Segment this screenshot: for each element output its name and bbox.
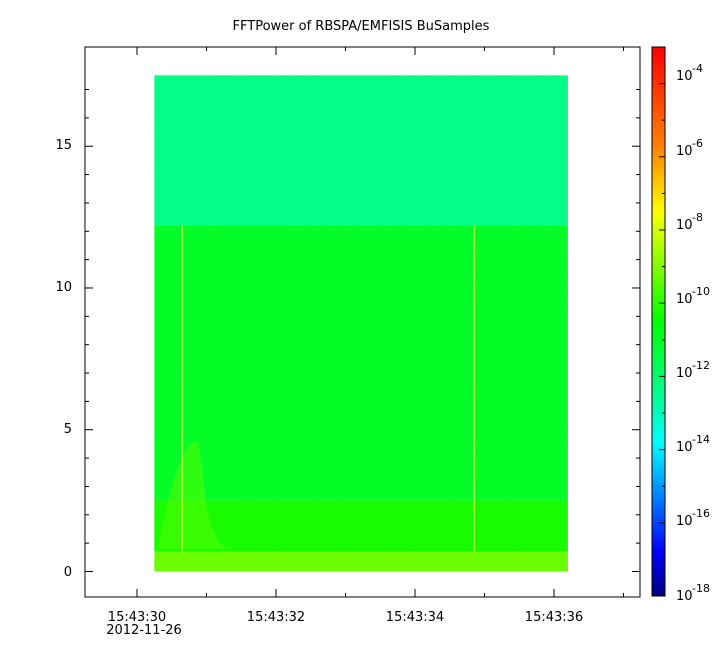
colorbar-tick-label: 10 -6 [676, 137, 703, 159]
svg-text:-18: -18 [692, 582, 710, 595]
svg-text:10: 10 [676, 366, 693, 381]
svg-text:-10: -10 [692, 285, 710, 298]
colorbar-tick-label: 10 -16 [676, 507, 710, 529]
x-tick-label: 15:43:30 [108, 610, 166, 625]
spectrogram-texture [154, 73, 568, 571]
x-tick-label: 15:43:34 [386, 610, 444, 625]
svg-text:10: 10 [676, 144, 693, 159]
colorbar-tick-label: 10 -8 [676, 211, 703, 233]
colorbar [651, 46, 666, 597]
y-tick-label: 0 [64, 565, 72, 580]
svg-text:10: 10 [676, 69, 693, 84]
x-axis [136, 47, 624, 597]
y-tick-label: 15 [55, 138, 72, 153]
x-tick-label: 15:43:32 [247, 610, 305, 625]
chart-title: FFTPower of RBSPA/EMFISIS BuSamples [233, 19, 490, 34]
svg-text:-6: -6 [692, 137, 703, 150]
svg-text:10: 10 [676, 514, 693, 529]
colorbar-axis [659, 46, 665, 597]
y-tick-label: 5 [64, 422, 72, 437]
colorbar-tick-label: 10 -4 [676, 62, 703, 84]
svg-text:-14: -14 [692, 433, 710, 446]
svg-text:-4: -4 [692, 62, 703, 75]
svg-text:10: 10 [676, 292, 693, 307]
y-axis [85, 89, 640, 572]
svg-text:10: 10 [676, 440, 693, 455]
colorbar-tick-label: 10 -14 [676, 433, 710, 455]
svg-text:-8: -8 [692, 211, 703, 224]
svg-text:10: 10 [676, 589, 693, 604]
colorbar-tick-label: 10 -18 [676, 582, 710, 604]
y-tick-label: 10 [55, 280, 72, 295]
x-tick-label: 15:43:36 [525, 610, 583, 625]
colorbar-tick-label: 10 -12 [676, 359, 710, 381]
svg-text:10: 10 [676, 218, 693, 233]
colorbar-tick-label: 10 -10 [676, 285, 710, 307]
svg-text:-12: -12 [692, 359, 710, 372]
svg-text:-16: -16 [692, 507, 710, 520]
x-date-label: 2012-11-26 [106, 623, 182, 638]
